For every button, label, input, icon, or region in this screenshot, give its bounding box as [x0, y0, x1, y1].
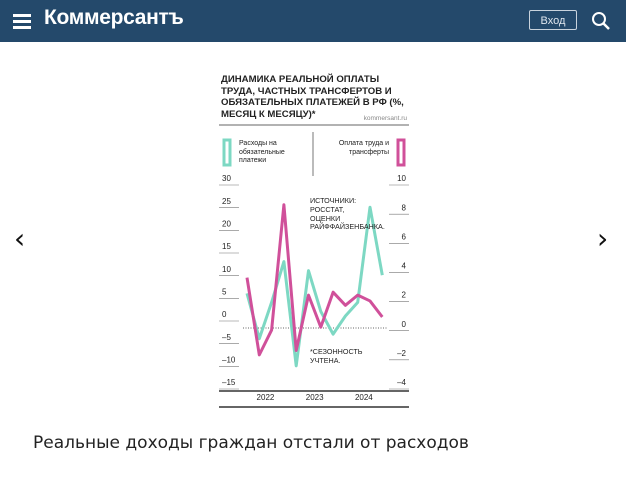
logo[interactable]: Коммерсантъ [44, 6, 184, 29]
tick-label: 5 [222, 287, 227, 296]
tick-label: –2 [397, 349, 406, 358]
x-tick-label: 2024 [355, 393, 373, 402]
tick-label: –5 [222, 333, 231, 342]
caption: Реальные доходы граждан отстали от расхо… [33, 433, 469, 453]
tick-label: 10 [397, 174, 406, 183]
tick-label: 6 [402, 232, 407, 241]
login-button[interactable]: Вход [529, 10, 577, 30]
tick-label: 25 [222, 197, 231, 206]
series-line [245, 205, 384, 368]
legend-label: Оплата труда и трансферты [338, 140, 389, 156]
x-tick-label: 2022 [257, 393, 275, 402]
legend-swatch [222, 138, 232, 167]
header: Коммерсантъ Вход [0, 0, 626, 42]
tick-label: 20 [222, 219, 231, 228]
tick-label: 10 [222, 265, 231, 274]
legend-label: Расходы на обязательные платежи [239, 140, 285, 164]
tick-label: 0 [402, 320, 407, 329]
legend-swatch [396, 138, 406, 167]
tick-label: 4 [402, 262, 407, 271]
tick-label: –4 [397, 378, 406, 387]
annotation: *СЕЗОННОСТЬ УЧТЕНА. [310, 347, 363, 365]
annotation: ИСТОЧНИКИ: РОССТАТ, ОЦЕНКИ РАЙФФАЙЗЕНБАН… [310, 196, 385, 232]
prev-arrow[interactable]: ‹ [14, 222, 26, 255]
tick-label: –15 [222, 378, 236, 387]
search-icon[interactable] [591, 11, 611, 31]
series-line [245, 203, 384, 357]
tick-label: 8 [402, 203, 407, 212]
next-arrow[interactable]: › [597, 222, 609, 255]
tick-label: 30 [222, 174, 231, 183]
tick-label: 15 [222, 242, 231, 251]
tick-label: 2 [402, 291, 407, 300]
source: kommersant.ru [363, 115, 407, 122]
menu-icon[interactable] [13, 14, 33, 30]
tick-label: –10 [222, 355, 236, 364]
chart-title: ДИНАМИКА РЕАЛЬНОЙ ОПЛАТЫ ТРУДА, ЧАСТНЫХ … [221, 74, 404, 120]
x-tick-label: 2023 [306, 393, 324, 402]
chart: 30 25 20 15 10 5 0 –5 –10 –15 10 8 6 4 2 0 –2 –4 2022 2023 2… [219, 68, 409, 408]
tick-label: 0 [222, 310, 227, 319]
